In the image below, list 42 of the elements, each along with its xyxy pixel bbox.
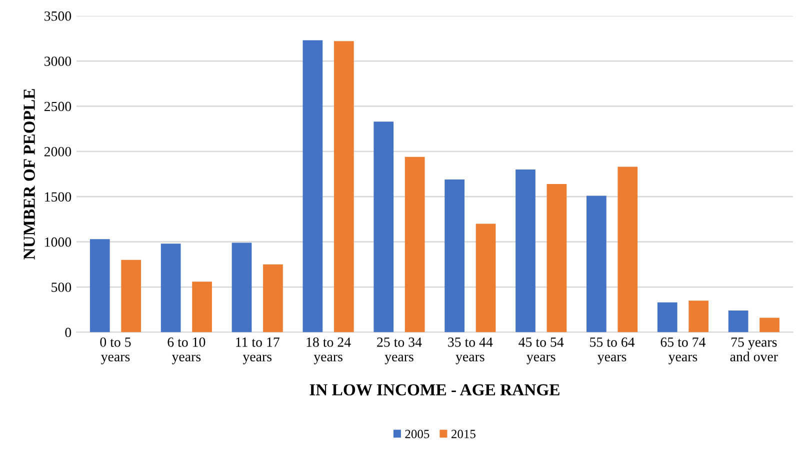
bar xyxy=(546,184,567,332)
legend-label: 2005 xyxy=(405,430,430,438)
bar xyxy=(476,224,496,332)
x-tick-label: 11 to 17 years xyxy=(236,338,280,364)
x-tick-label: 75 years and over xyxy=(730,338,778,362)
x-tick-label: 0 to 5 years xyxy=(100,337,131,364)
bar xyxy=(232,242,252,332)
bar xyxy=(688,300,709,332)
bar xyxy=(728,310,748,332)
bar xyxy=(192,282,212,332)
x-tick-label: 35 to 44 years xyxy=(448,338,493,364)
y-tick-label: 0 xyxy=(65,328,72,338)
bar xyxy=(657,302,678,332)
bar xyxy=(334,41,354,332)
bar xyxy=(160,244,181,332)
bar xyxy=(618,166,638,332)
bar xyxy=(760,318,780,332)
x-tick-label: 25 to 34 years xyxy=(377,338,422,364)
y-tick-label: 3000 xyxy=(44,56,72,66)
bar xyxy=(586,196,606,332)
bar xyxy=(444,179,464,332)
bar xyxy=(121,260,142,332)
x-tick-label: 6 to 10 years xyxy=(168,337,206,364)
x-tick-label: 45 to 54 years xyxy=(518,338,564,364)
bar xyxy=(374,122,394,332)
y-tick-label: 2000 xyxy=(44,147,72,156)
y-tick-label: 2500 xyxy=(44,102,72,112)
bar xyxy=(516,170,536,332)
legend-label: 2015 xyxy=(452,430,476,438)
bar xyxy=(404,156,425,332)
x-axis-title: IN LOW INCOME - AGE RANGE xyxy=(310,384,560,396)
x-tick-label: 65 to 74 years xyxy=(660,338,706,364)
y-tick-label: 500 xyxy=(52,282,72,292)
y-tick-label: 3500 xyxy=(44,11,72,21)
bar xyxy=(302,40,323,332)
y-tick-label: 1000 xyxy=(45,237,72,247)
x-tick-label: 55 to 64 years xyxy=(590,338,635,364)
x-tick-label: 18 to 24 years xyxy=(306,337,351,364)
bar xyxy=(263,264,283,332)
y-axis-title: NUMBER OF PEOPLE xyxy=(24,89,35,260)
y-tick-label: 1500 xyxy=(45,192,72,202)
bar xyxy=(90,239,110,332)
